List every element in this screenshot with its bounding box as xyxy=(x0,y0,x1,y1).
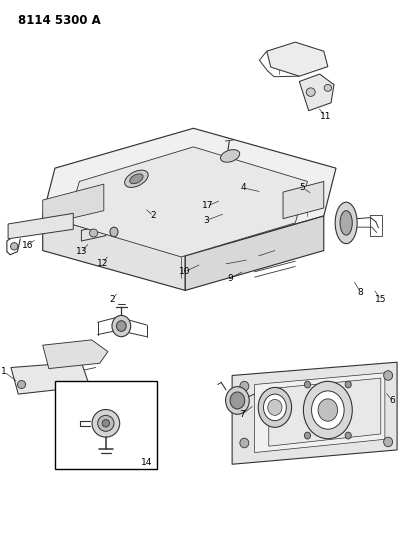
Ellipse shape xyxy=(303,432,310,439)
Polygon shape xyxy=(67,147,307,257)
Polygon shape xyxy=(231,362,396,464)
Text: 4: 4 xyxy=(240,183,245,192)
Ellipse shape xyxy=(339,211,351,235)
Ellipse shape xyxy=(311,391,343,429)
Text: 2: 2 xyxy=(151,212,156,221)
Ellipse shape xyxy=(344,381,351,388)
Ellipse shape xyxy=(267,399,281,415)
Text: 5: 5 xyxy=(299,183,305,192)
Ellipse shape xyxy=(92,409,119,437)
Ellipse shape xyxy=(220,150,239,162)
Ellipse shape xyxy=(124,170,148,188)
Text: 2: 2 xyxy=(109,295,115,304)
Ellipse shape xyxy=(334,202,356,244)
Ellipse shape xyxy=(225,386,249,414)
Ellipse shape xyxy=(110,227,118,237)
Ellipse shape xyxy=(102,419,109,427)
Ellipse shape xyxy=(129,174,143,184)
Ellipse shape xyxy=(97,415,114,431)
Text: 13: 13 xyxy=(76,247,87,256)
Polygon shape xyxy=(43,128,335,256)
Text: 16: 16 xyxy=(21,241,33,250)
Ellipse shape xyxy=(303,381,310,388)
Ellipse shape xyxy=(239,381,248,391)
Text: 17: 17 xyxy=(202,201,213,211)
Ellipse shape xyxy=(116,321,126,332)
Ellipse shape xyxy=(239,438,248,448)
Polygon shape xyxy=(254,373,384,453)
Polygon shape xyxy=(43,216,185,290)
Text: 8114 5300 A: 8114 5300 A xyxy=(18,14,101,27)
Polygon shape xyxy=(299,74,333,111)
Text: 14: 14 xyxy=(141,458,152,466)
Text: 12: 12 xyxy=(97,259,108,268)
Ellipse shape xyxy=(112,316,130,337)
Polygon shape xyxy=(268,378,380,446)
Text: 1: 1 xyxy=(1,367,7,376)
Ellipse shape xyxy=(383,370,392,380)
Text: 3: 3 xyxy=(203,216,209,225)
Ellipse shape xyxy=(306,88,315,96)
Text: 10: 10 xyxy=(178,268,190,276)
Ellipse shape xyxy=(18,381,25,389)
Ellipse shape xyxy=(89,229,97,237)
Ellipse shape xyxy=(317,399,337,421)
Ellipse shape xyxy=(344,432,351,439)
Ellipse shape xyxy=(263,394,285,421)
Polygon shape xyxy=(8,213,73,239)
Bar xyxy=(55,381,156,469)
Text: 8: 8 xyxy=(357,287,362,296)
Ellipse shape xyxy=(383,437,392,447)
Ellipse shape xyxy=(258,387,291,427)
Polygon shape xyxy=(282,181,323,219)
Polygon shape xyxy=(43,184,103,225)
Text: 7: 7 xyxy=(239,410,245,419)
Polygon shape xyxy=(185,216,323,290)
Text: 11: 11 xyxy=(319,112,331,121)
Polygon shape xyxy=(11,362,89,394)
Ellipse shape xyxy=(11,243,18,250)
Ellipse shape xyxy=(229,392,244,409)
Polygon shape xyxy=(43,340,108,368)
Text: 6: 6 xyxy=(389,396,394,405)
Ellipse shape xyxy=(324,84,331,91)
Text: 9: 9 xyxy=(227,273,232,282)
Ellipse shape xyxy=(303,381,351,439)
Polygon shape xyxy=(266,42,327,76)
Text: 15: 15 xyxy=(374,295,386,304)
